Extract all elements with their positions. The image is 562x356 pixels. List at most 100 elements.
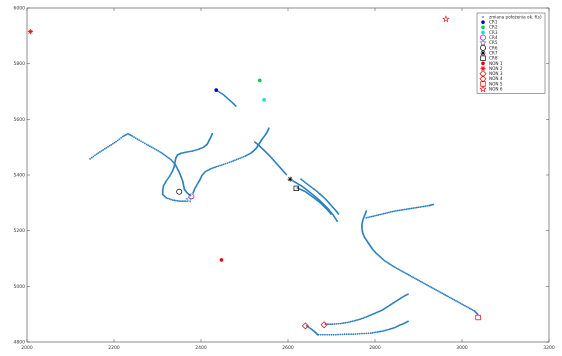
legend-label: CR8 bbox=[489, 56, 498, 61]
series-point bbox=[107, 145, 109, 148]
series-point bbox=[329, 323, 332, 326]
series-point bbox=[398, 269, 401, 271]
series-point bbox=[90, 156, 93, 159]
series-point bbox=[160, 151, 162, 154]
series-point bbox=[165, 180, 168, 183]
series-point bbox=[228, 161, 231, 164]
series-point bbox=[240, 156, 243, 159]
series-point bbox=[384, 329, 387, 332]
marker-cr1 bbox=[214, 88, 219, 92]
series-point bbox=[432, 287, 434, 290]
series-point bbox=[300, 178, 302, 181]
series-point bbox=[115, 140, 118, 143]
series-point bbox=[392, 265, 395, 268]
series-point bbox=[333, 323, 336, 325]
series-point bbox=[328, 333, 331, 336]
legend-label: NON 5 bbox=[489, 81, 503, 86]
series-point bbox=[458, 301, 460, 304]
series-point bbox=[97, 152, 100, 154]
legend: zmiana położenia ok. f(s)CR1CR2CR3CR4CR5… bbox=[476, 12, 546, 94]
data-markers bbox=[27, 15, 481, 330]
series-point bbox=[375, 214, 378, 217]
series-point bbox=[209, 167, 212, 170]
series-point bbox=[451, 298, 454, 301]
series-point bbox=[105, 146, 108, 149]
series-point bbox=[419, 206, 422, 208]
series-point bbox=[120, 136, 122, 139]
series-point bbox=[314, 189, 317, 192]
series-point bbox=[167, 176, 170, 179]
series-point bbox=[404, 272, 407, 275]
series-point bbox=[237, 157, 240, 160]
series-point bbox=[429, 285, 431, 288]
legend-label: NON 3 bbox=[489, 71, 503, 76]
series-point bbox=[89, 157, 91, 160]
series-point bbox=[377, 214, 380, 216]
series-point bbox=[387, 328, 390, 331]
series-point bbox=[438, 290, 441, 293]
series-point bbox=[215, 165, 218, 168]
series-point bbox=[410, 207, 413, 210]
series-point bbox=[344, 321, 347, 324]
series-point bbox=[311, 187, 314, 190]
series-point bbox=[214, 166, 217, 169]
series-point bbox=[168, 157, 171, 160]
series-point bbox=[148, 145, 151, 148]
series-point bbox=[406, 273, 409, 275]
series-point bbox=[339, 333, 342, 336]
series-point bbox=[367, 332, 370, 335]
x-tick-label: 2200 bbox=[108, 345, 120, 351]
series-point bbox=[381, 213, 383, 216]
series-point bbox=[367, 216, 369, 219]
series-point bbox=[424, 205, 427, 208]
series-point bbox=[382, 212, 385, 215]
series-point bbox=[342, 322, 345, 324]
series-point bbox=[374, 214, 376, 217]
series-point bbox=[194, 149, 197, 152]
series-point bbox=[413, 277, 416, 280]
series-point bbox=[335, 323, 338, 325]
series-point bbox=[103, 148, 106, 150]
series-point bbox=[158, 150, 161, 153]
series-point bbox=[337, 322, 340, 325]
marker-non-4 bbox=[320, 321, 328, 329]
series-point bbox=[189, 150, 192, 153]
series-point bbox=[423, 282, 425, 285]
series-point bbox=[304, 181, 306, 184]
series-point bbox=[468, 307, 471, 310]
series-point bbox=[317, 333, 320, 336]
series-point bbox=[383, 259, 386, 262]
series-point bbox=[211, 132, 214, 135]
series-point bbox=[92, 155, 95, 158]
series-point bbox=[326, 333, 329, 336]
series-point bbox=[476, 313, 479, 316]
x-tick-label: 2800 bbox=[369, 345, 381, 351]
series-point bbox=[435, 289, 438, 291]
series-point bbox=[167, 156, 169, 159]
series-point bbox=[455, 299, 457, 302]
series-point bbox=[396, 209, 399, 212]
series-point bbox=[384, 212, 387, 215]
series-point bbox=[116, 139, 119, 142]
marker-non-1 bbox=[219, 258, 224, 262]
legend-swatch bbox=[481, 30, 485, 35]
series-point bbox=[445, 294, 448, 297]
series-point bbox=[171, 199, 174, 201]
series-point bbox=[188, 150, 191, 153]
series-point bbox=[390, 264, 392, 266]
series-point bbox=[376, 331, 379, 333]
series-point bbox=[459, 302, 462, 305]
series-point bbox=[339, 322, 342, 325]
series-point bbox=[118, 138, 121, 140]
series-point bbox=[436, 289, 439, 292]
axis-ticks: 2000 2200 2400 2600 2800 3000 3200 4800 5000 5200… bbox=[14, 6, 555, 352]
series-point bbox=[100, 150, 103, 152]
series-point bbox=[184, 200, 187, 203]
series-point bbox=[421, 205, 423, 208]
series-point bbox=[226, 162, 229, 164]
series-point bbox=[113, 141, 116, 144]
series-point bbox=[332, 333, 335, 336]
series-point bbox=[170, 159, 173, 162]
series-point bbox=[370, 215, 373, 218]
